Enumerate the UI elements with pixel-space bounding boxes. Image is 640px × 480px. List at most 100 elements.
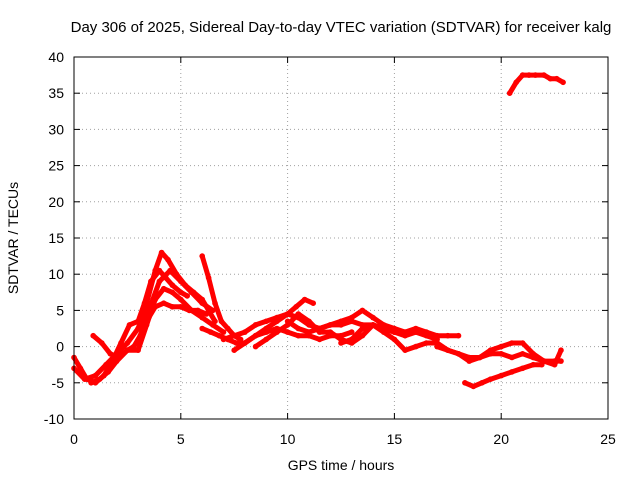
data-point: [348, 336, 355, 343]
data-point: [470, 383, 477, 390]
data-point: [558, 347, 564, 354]
data-point: [509, 340, 515, 346]
data-point: [195, 307, 201, 314]
data-point: [316, 325, 323, 332]
data-point: [131, 343, 137, 350]
grid: [74, 57, 608, 419]
series-layer: [71, 72, 566, 390]
x-tick-label: 15: [387, 431, 403, 447]
data-point: [81, 376, 88, 383]
data-point: [124, 340, 131, 346]
data-point: [526, 72, 532, 78]
data-point: [359, 307, 366, 314]
data-point: [509, 354, 515, 361]
data-point: [380, 322, 387, 328]
tick-labels: 0 5 10 15 20 25 -10 -5 0 5 10 15 20 25 30 35 40: [44, 49, 616, 447]
data-point: [530, 361, 536, 368]
data-point: [402, 329, 408, 335]
data-point: [107, 351, 114, 357]
data-point: [402, 347, 408, 354]
data-point: [210, 322, 216, 328]
data-point: [295, 332, 302, 339]
data-point: [541, 72, 547, 78]
data-point: [423, 340, 430, 346]
data-point: [560, 79, 566, 86]
data-point: [462, 380, 468, 386]
data-point: [252, 343, 259, 350]
data-point: [88, 380, 94, 386]
data-point: [359, 332, 366, 339]
data-point: [207, 329, 214, 335]
data-point: [169, 282, 176, 288]
data-point: [135, 347, 141, 354]
data-point: [178, 278, 184, 285]
data-point: [293, 304, 299, 310]
data-point: [434, 343, 440, 350]
data-point: [263, 325, 270, 332]
data-point: [506, 90, 513, 96]
data-point: [284, 311, 291, 317]
data-point: [370, 322, 376, 328]
y-axis-label: SDTVAR / TECUs: [5, 182, 21, 294]
data-point: [477, 354, 483, 361]
data-point: [413, 343, 419, 350]
data-point: [539, 361, 545, 368]
data-point: [178, 296, 184, 303]
data-point: [445, 332, 451, 339]
x-tick-label: 20: [493, 431, 509, 447]
data-point: [210, 307, 216, 314]
data-point: [167, 267, 173, 274]
data-point: [327, 322, 334, 328]
data-point: [152, 304, 158, 310]
data-point: [263, 336, 270, 343]
data-point: [519, 365, 526, 372]
data-point: [519, 72, 526, 78]
data-point: [295, 311, 302, 317]
data-point: [188, 289, 195, 296]
data-point: [105, 369, 111, 375]
y-tick-label: 5: [56, 302, 64, 318]
data-point: [135, 325, 141, 332]
data-point: [152, 267, 158, 274]
data-point: [466, 358, 473, 364]
data-point: [96, 376, 103, 383]
data-point: [103, 361, 109, 368]
y-tick-label: 35: [48, 85, 64, 101]
y-tick-label: -5: [52, 375, 65, 391]
data-point: [558, 358, 564, 364]
data-point: [301, 296, 308, 303]
data-point: [137, 332, 143, 339]
data-point: [498, 351, 505, 357]
data-point: [547, 75, 554, 82]
data-point: [225, 325, 231, 332]
data-point: [199, 300, 205, 307]
y-tick-label: 30: [48, 121, 64, 137]
data-point: [143, 300, 150, 307]
data-point: [92, 372, 99, 379]
data-point: [519, 351, 526, 357]
data-point: [306, 318, 312, 325]
data-point: [216, 332, 222, 339]
data-point: [220, 336, 227, 343]
data-point: [124, 347, 131, 354]
data-point: [551, 361, 558, 368]
y-tick-label: 40: [48, 49, 64, 65]
data-point: [158, 249, 165, 256]
data-point: [169, 289, 176, 296]
data-point: [553, 75, 560, 82]
data-point: [295, 325, 302, 332]
chart-title: Day 306 of 2025, Sidereal Day-to-day VTE…: [71, 19, 612, 36]
data-point: [184, 293, 190, 299]
data-point: [203, 311, 210, 317]
data-point: [99, 340, 105, 346]
data-point: [338, 340, 344, 346]
data-point: [263, 318, 270, 325]
data-point: [532, 72, 539, 78]
data-point: [199, 253, 205, 259]
y-tick-label: 0: [56, 339, 64, 355]
y-tick-label: 15: [48, 230, 64, 246]
data-point: [348, 329, 355, 335]
data-point: [146, 314, 152, 321]
y-tick-label: 25: [48, 158, 64, 174]
